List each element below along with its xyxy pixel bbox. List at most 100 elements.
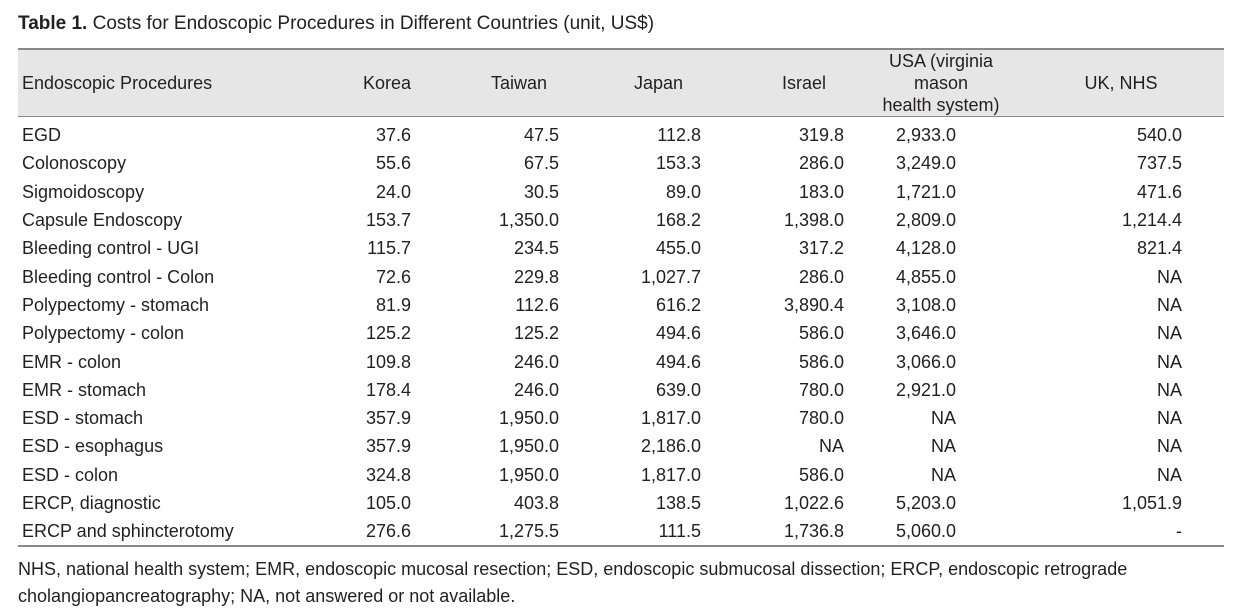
table-row: Bleeding control - UGI 115.7 234.5 455.0 317… bbox=[18, 234, 1224, 262]
cell-procedure: Bleeding control - Colon bbox=[22, 266, 215, 287]
cell-uk: NA bbox=[1156, 323, 1182, 344]
table-row: EMR - colon 109.8 246.0 494.6 586.0 3,066.0 NA bbox=[18, 347, 1224, 375]
cell-procedure: ESD - stomach bbox=[22, 408, 144, 429]
cell-procedure: ERCP, diagnostic bbox=[22, 493, 161, 513]
cell-uk: NA bbox=[1156, 294, 1182, 315]
cell-korea: 178.4 bbox=[365, 379, 411, 400]
cell-israel: 1,022.6 bbox=[783, 493, 844, 513]
cell-japan: 89.0 bbox=[665, 181, 701, 202]
cell-japan: 2,186.0 bbox=[640, 436, 701, 457]
cell-procedure: Polypectomy - stomach bbox=[22, 294, 210, 315]
cell-usa: 2,933.0 bbox=[895, 125, 956, 146]
cell-japan: 639.0 bbox=[655, 379, 701, 400]
cell-israel: 317.2 bbox=[798, 238, 844, 259]
header-uk: UK, NHS bbox=[1018, 49, 1224, 117]
cell-taiwan: 1,950.0 bbox=[498, 436, 559, 457]
header-usa: USA (virginia mason health system) bbox=[844, 49, 1018, 117]
cell-uk: 1,051.9 bbox=[1121, 493, 1182, 513]
cell-korea: 81.9 bbox=[375, 294, 411, 315]
header-usa-line1: USA (virginia mason bbox=[888, 51, 994, 93]
cell-procedure: Capsule Endoscopy bbox=[22, 210, 183, 231]
cell-japan: 494.6 bbox=[655, 351, 701, 372]
header-taiwan: Taiwan bbox=[411, 49, 559, 117]
header-korea: Korea bbox=[276, 49, 411, 117]
cell-procedure: EMR - stomach bbox=[22, 379, 147, 400]
cell-taiwan: 1,275.5 bbox=[498, 521, 559, 542]
cell-korea: 115.7 bbox=[367, 238, 411, 259]
cell-procedure: Colonoscopy bbox=[22, 153, 127, 174]
cell-israel: NA bbox=[818, 436, 844, 457]
cell-uk: NA bbox=[1156, 436, 1182, 457]
cell-procedure: ERCP and sphincterotomy bbox=[22, 521, 234, 542]
cell-procedure: Sigmoidoscopy bbox=[22, 181, 145, 202]
cell-taiwan: 125.2 bbox=[513, 323, 559, 344]
cell-uk: 1,214.4 bbox=[1121, 210, 1182, 231]
cell-procedure: ESD - colon bbox=[22, 464, 119, 485]
cell-procedure: EGD bbox=[22, 125, 62, 146]
cell-korea: 72.6 bbox=[375, 266, 411, 287]
cell-israel: 780.0 bbox=[798, 408, 844, 429]
cell-korea: 105.0 bbox=[365, 493, 411, 513]
table-row: ERCP, diagnostic 105.0 403.8 138.5 1,022.6 5,… bbox=[18, 489, 1224, 517]
cell-usa: NA bbox=[930, 408, 956, 429]
table-body: EGD 37.6 47.5 112.8 319.8 2,933.0 540.0 Colonos… bbox=[18, 117, 1224, 547]
table-caption: Table 1. Costs for Endoscopic Procedures… bbox=[18, 12, 1224, 36]
cell-taiwan: 1,950.0 bbox=[498, 464, 559, 485]
table-caption-text: Costs for Endoscopic Procedures in Diffe… bbox=[92, 13, 655, 34]
cell-usa: 3,249.0 bbox=[895, 153, 956, 174]
table-row: ESD - esophagus 357.9 1,950.0 2,186.0 NA NA NA bbox=[18, 432, 1224, 460]
cell-israel: 319.8 bbox=[798, 125, 844, 146]
cell-usa: 3,066.0 bbox=[895, 351, 956, 372]
cell-korea: 55.6 bbox=[375, 153, 411, 174]
table-footnote: NHS, national health system; EMR, endosc… bbox=[18, 559, 1128, 607]
cell-procedure: ESD - esophagus bbox=[22, 436, 164, 457]
cell-uk: 821.4 bbox=[1136, 238, 1182, 259]
cell-usa: 4,855.0 bbox=[895, 266, 956, 287]
cell-taiwan: 403.8 bbox=[513, 493, 559, 513]
cell-uk: NA bbox=[1156, 266, 1182, 287]
table-header: Endoscopic Procedures Korea Taiwan Japan… bbox=[18, 49, 1224, 117]
cell-usa: 2,809.0 bbox=[895, 210, 956, 231]
table-row: Colonoscopy 55.6 67.5 153.3 286.0 3,249.0 737.… bbox=[18, 149, 1224, 177]
header-israel: Israel bbox=[701, 49, 844, 117]
cell-israel: 586.0 bbox=[798, 351, 844, 372]
cell-uk: NA bbox=[1156, 351, 1182, 372]
cell-israel: 286.0 bbox=[798, 266, 844, 287]
header-procedures: Endoscopic Procedures bbox=[18, 49, 276, 117]
cell-uk: - bbox=[1176, 521, 1182, 542]
cell-uk: 737.5 bbox=[1136, 153, 1182, 174]
cell-israel: 586.0 bbox=[798, 323, 844, 344]
cell-taiwan: 30.5 bbox=[523, 181, 559, 202]
cell-israel: 780.0 bbox=[798, 379, 844, 400]
cell-uk: NA bbox=[1156, 464, 1182, 485]
cell-uk: NA bbox=[1156, 408, 1182, 429]
cell-usa: 4,128.0 bbox=[895, 238, 956, 259]
cell-japan: 153.3 bbox=[655, 153, 701, 174]
cell-korea: 276.6 bbox=[365, 521, 411, 542]
cell-japan: 455.0 bbox=[655, 238, 701, 259]
table-row: EGD 37.6 47.5 112.8 319.8 2,933.0 540.0 bbox=[18, 117, 1224, 150]
cell-usa: 3,646.0 bbox=[895, 323, 956, 344]
cell-taiwan: 112.6 bbox=[515, 294, 559, 315]
cell-uk: 471.6 bbox=[1136, 181, 1182, 202]
cell-korea: 109.8 bbox=[365, 351, 411, 372]
cell-korea: 357.9 bbox=[365, 436, 411, 457]
cell-taiwan: 229.8 bbox=[513, 266, 559, 287]
cell-israel: 3,890.4 bbox=[783, 294, 844, 315]
table-row: ESD - colon 324.8 1,950.0 1,817.0 586.0 NA NA bbox=[18, 461, 1224, 489]
cell-usa: NA bbox=[930, 436, 956, 457]
table-row: ESD - stomach 357.9 1,950.0 1,817.0 780.0 NA N… bbox=[18, 404, 1224, 432]
cell-korea: 357.9 bbox=[365, 408, 411, 429]
table-figure: Table 1. Costs for Endoscopic Procedures… bbox=[18, 12, 1224, 610]
cell-usa: 3,108.0 bbox=[895, 294, 956, 315]
cell-taiwan: 1,950.0 bbox=[498, 408, 559, 429]
table-caption-label: Table 1. bbox=[18, 13, 88, 34]
cell-uk: 540.0 bbox=[1136, 125, 1182, 146]
table-row: ERCP and sphincterotomy 276.6 1,275.5 111.5… bbox=[18, 517, 1224, 546]
table-row: Sigmoidoscopy 24.0 30.5 89.0 183.0 1,721.0 471… bbox=[18, 178, 1224, 206]
cell-korea: 324.8 bbox=[365, 464, 411, 485]
cell-taiwan: 67.5 bbox=[523, 153, 559, 174]
cell-procedure: Bleeding control - UGI bbox=[22, 238, 200, 259]
cell-japan: 112.8 bbox=[657, 125, 701, 146]
table-row: EMR - stomach 178.4 246.0 639.0 780.0 2,921.0… bbox=[18, 376, 1224, 404]
